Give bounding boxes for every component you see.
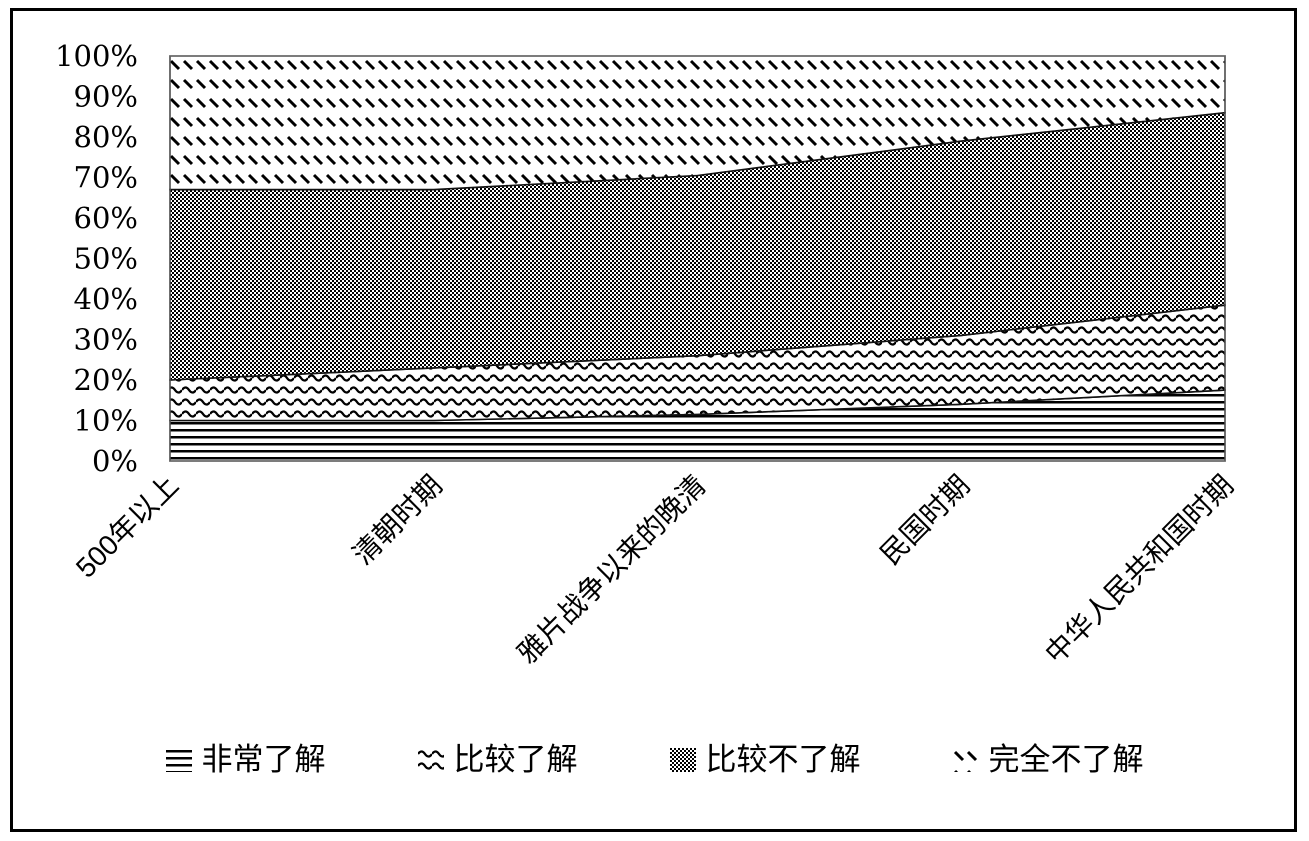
- legend-label: 非常了解: [201, 742, 326, 777]
- y-tick-label: 80%: [74, 120, 138, 154]
- x-category-label: 500年以上: [70, 469, 184, 583]
- x-category-label: 雅片战争以来的晚清: [512, 469, 712, 669]
- legend-item: 比较不了解: [669, 742, 861, 777]
- y-axis: 0% 10% 20% 30% 40% 50% 60% 70% 80% 90% 100%: [55, 39, 138, 478]
- legend-item: 完全不了解: [952, 742, 1144, 777]
- y-tick-label: 50%: [74, 242, 138, 276]
- y-tick-label: 90%: [74, 80, 138, 114]
- x-category-label: 民国时期: [874, 469, 975, 570]
- legend-label: 比较不了解: [705, 742, 861, 777]
- legend-swatch-diagonal: [952, 747, 979, 772]
- plot-area: [169, 55, 1226, 462]
- legend-label: 比较了解: [453, 742, 578, 777]
- legend-item: 比较了解: [417, 742, 578, 777]
- y-tick-label: 70%: [74, 161, 138, 195]
- legend: 非常了解 比较了解 比较不了解 完全不了解: [0, 744, 1309, 775]
- plot-border: [169, 55, 1226, 462]
- x-axis: 500年以上 清朝时期 雅片战争以来的晚清 民国时期 中华人民共和国时期: [70, 469, 1239, 669]
- legend-swatch-checker: [669, 747, 696, 772]
- legend-label: 完全不了解: [988, 742, 1144, 777]
- y-tick-label: 20%: [74, 363, 138, 397]
- stacked-area-chart: 0% 10% 20% 30% 40% 50% 60% 70% 80% 90% 100% 500年以上…: [55, 39, 1239, 669]
- legend-item: 非常了解: [165, 742, 326, 777]
- y-tick-label: 40%: [74, 282, 138, 316]
- x-category-label: 中华人民共和国时期: [1039, 469, 1239, 669]
- y-tick-label: 10%: [74, 404, 138, 438]
- y-tick-label: 30%: [74, 323, 138, 357]
- legend-swatch-waves: [417, 747, 444, 772]
- y-tick-label: 100%: [55, 39, 138, 73]
- x-category-label: 清朝时期: [347, 469, 448, 570]
- legend-swatch-hlines: [165, 747, 192, 772]
- y-tick-label: 60%: [74, 201, 138, 235]
- y-tick-label: 0%: [92, 444, 138, 478]
